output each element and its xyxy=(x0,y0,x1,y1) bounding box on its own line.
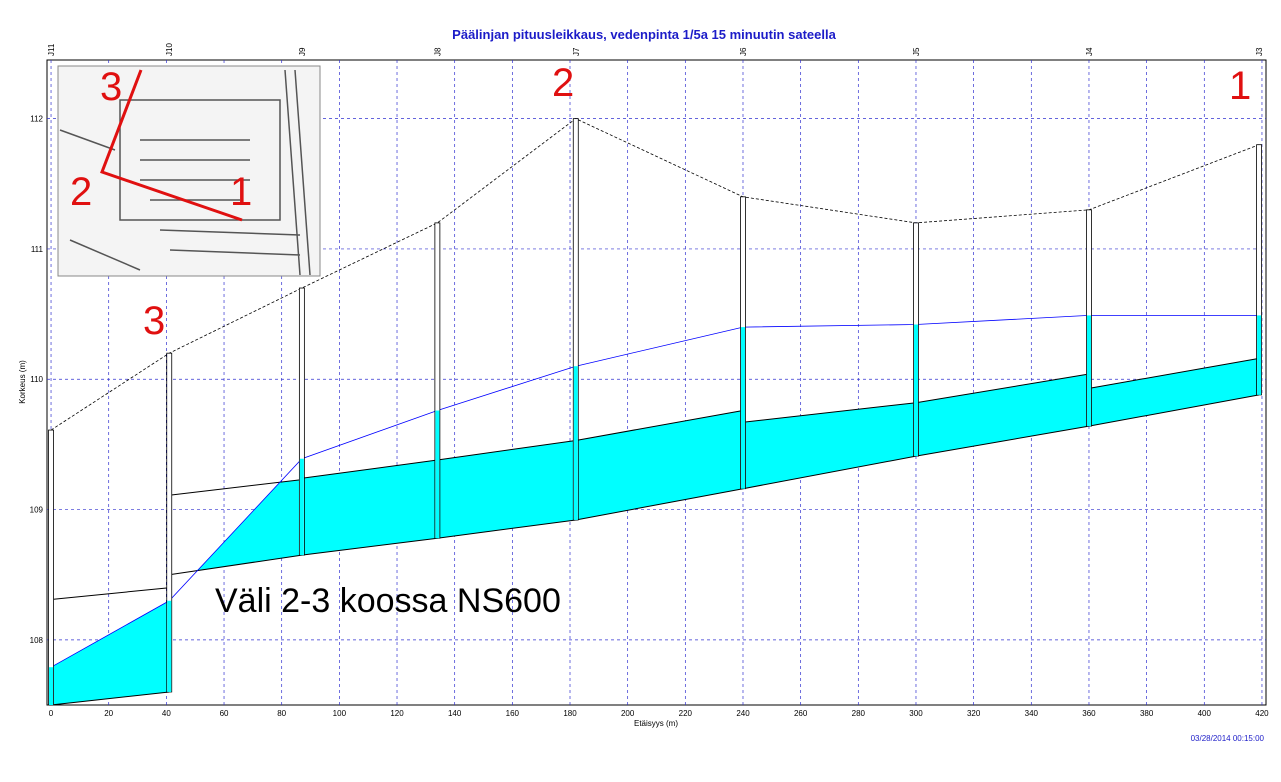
pipe-invert xyxy=(301,537,438,556)
x-tick-label: 380 xyxy=(1140,709,1154,718)
node-water xyxy=(913,324,918,457)
node-label: J4 xyxy=(1085,47,1094,56)
x-tick-label: 0 xyxy=(49,709,54,718)
x-tick-label: 240 xyxy=(736,709,750,718)
pipe-crown xyxy=(1088,357,1260,389)
node-water xyxy=(299,458,304,556)
y-tick-label: 111 xyxy=(31,245,44,254)
node-water xyxy=(435,410,440,539)
x-tick-label: 400 xyxy=(1198,709,1212,718)
pipe-water xyxy=(575,410,743,520)
node-label: J10 xyxy=(165,43,174,56)
x-tick-label: 320 xyxy=(967,709,981,718)
inset-marker: 1 xyxy=(230,170,252,214)
pipe-water xyxy=(301,460,438,556)
pipe-invert xyxy=(1088,394,1260,427)
inset-map: 3 2 1 xyxy=(57,65,321,277)
pipe-crown xyxy=(575,410,744,441)
pipe-water xyxy=(169,479,302,575)
marker: 2 xyxy=(552,61,574,105)
timestamp: 03/28/2014 00:15:00 xyxy=(1191,734,1265,743)
node-water xyxy=(1086,315,1091,427)
x-axis-label: Etäisyys (m) xyxy=(634,719,678,728)
x-tick-label: 40 xyxy=(162,709,171,718)
pipe-water xyxy=(742,402,916,489)
y-tick-label: 112 xyxy=(30,115,43,124)
map-route xyxy=(100,69,243,222)
x-tick-label: 420 xyxy=(1255,709,1269,718)
pipe-crown xyxy=(50,587,170,600)
pipe-crown xyxy=(301,459,438,479)
node-water xyxy=(49,667,54,705)
node-water xyxy=(740,327,745,489)
node-label: J6 xyxy=(739,47,748,56)
y-tick-label: 110 xyxy=(30,375,43,384)
x-tick-label: 80 xyxy=(277,709,286,718)
x-tick-label: 160 xyxy=(506,709,520,718)
x-tick-label: 180 xyxy=(563,709,577,718)
x-tick-label: 340 xyxy=(1025,709,1039,718)
pipe-crown xyxy=(915,373,1090,404)
node-label: J5 xyxy=(912,47,921,56)
marker: 1 xyxy=(1229,64,1251,108)
pipe-invert xyxy=(742,455,917,490)
x-tick-label: 200 xyxy=(621,709,635,718)
node-label: J8 xyxy=(433,47,442,56)
x-tick-label: 220 xyxy=(679,709,693,718)
inset-marker: 3 xyxy=(100,65,122,109)
marker: 3 xyxy=(143,299,165,343)
x-tick-label: 260 xyxy=(794,709,808,718)
node-water xyxy=(573,366,578,520)
x-tick-label: 120 xyxy=(390,709,404,718)
chart-title: Päälinjan pituusleikkaus, vedenpinta 1/5… xyxy=(452,27,836,42)
x-tick-label: 100 xyxy=(333,709,347,718)
inset-marker: 2 xyxy=(70,170,92,214)
y-axis-label: Korkeus (m) xyxy=(18,360,27,404)
y-tick-label: 108 xyxy=(30,636,44,645)
pipe-water xyxy=(915,374,1089,457)
node-water xyxy=(1257,315,1262,395)
x-tick-label: 60 xyxy=(220,709,229,718)
pipe-invert xyxy=(169,554,302,576)
pipe-invert xyxy=(50,691,170,706)
node xyxy=(48,429,54,706)
node-label: J9 xyxy=(298,47,307,56)
pipe-water xyxy=(1088,358,1260,427)
node xyxy=(166,352,173,693)
pipe-crown xyxy=(437,439,576,461)
x-tick-label: 140 xyxy=(448,709,462,718)
node-water xyxy=(167,600,172,692)
y-tick-label: 109 xyxy=(30,506,44,515)
pipe-water xyxy=(51,600,170,705)
node-label: J3 xyxy=(1255,47,1264,56)
pipe-invert xyxy=(915,425,1090,457)
map-lines xyxy=(59,69,311,276)
pipe-water xyxy=(437,440,576,539)
x-tick-label: 280 xyxy=(852,709,866,718)
node xyxy=(434,222,441,539)
node-label: J7 xyxy=(572,47,581,56)
pipe-invert xyxy=(437,519,576,539)
pipe-invert xyxy=(575,488,744,521)
node-label: J11 xyxy=(47,43,56,56)
x-tick-label: 20 xyxy=(104,709,113,718)
x-tick-label: 300 xyxy=(909,709,923,718)
annotation: Väli 2-3 koossa NS600 xyxy=(215,582,561,620)
pipe-crown xyxy=(742,402,917,423)
x-tick-label: 360 xyxy=(1082,709,1096,718)
